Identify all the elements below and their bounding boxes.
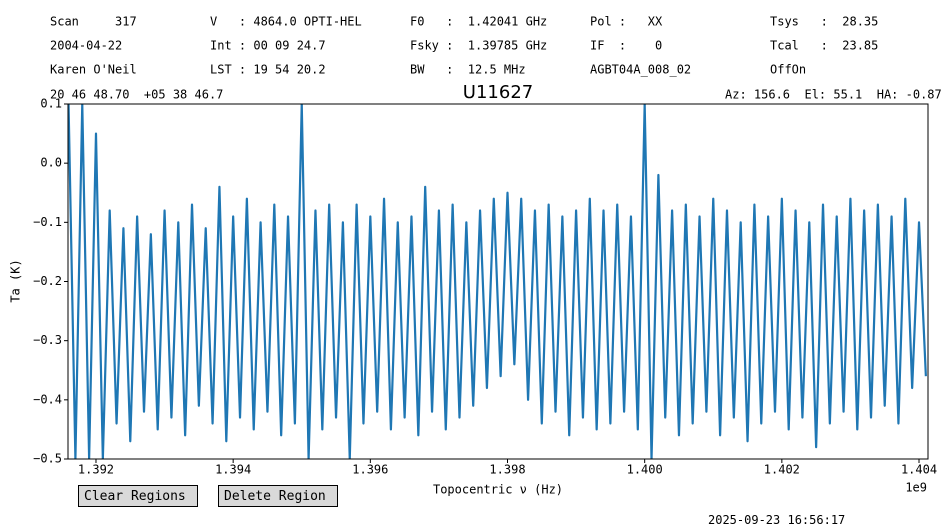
header-field: F0 : 1.42041 GHz	[410, 15, 547, 29]
x-offset-label: 1e9	[905, 481, 927, 495]
header-field: Tcal : 23.85	[770, 39, 878, 53]
header-field: Pol : XX	[590, 15, 663, 29]
clear-regions-button[interactable]: Clear Regions	[78, 485, 198, 507]
x-tick-label: 1.396	[352, 463, 388, 477]
header-field: V : 4864.0 OPTI-HEL	[210, 15, 362, 29]
header-field: Karen O'Neil	[50, 63, 137, 77]
header-field: Scan 317	[50, 15, 137, 29]
x-tick-label: 1.400	[627, 463, 663, 477]
y-axis-label: Ta (K)	[9, 259, 23, 302]
y-tick-label: 0.0	[40, 156, 62, 170]
y-tick-label: 0.1	[40, 97, 62, 111]
header-field: Fsky : 1.39785 GHz	[410, 39, 547, 53]
delete-region-button[interactable]: Delete Region	[218, 485, 338, 507]
header-field: LST : 19 54 20.2	[210, 63, 326, 77]
header-field: Tsys : 28.35	[770, 15, 878, 29]
x-axis-label: Topocentric ν (Hz)	[433, 483, 563, 497]
chart-title: U11627	[463, 82, 533, 103]
x-tick-label: 1.394	[215, 463, 251, 477]
spectrum-line	[68, 104, 927, 459]
y-tick-label: −0.4	[33, 392, 62, 406]
y-tick-label: −0.2	[33, 274, 62, 288]
header-field: Int : 00 09 24.7	[210, 39, 326, 53]
header-field: OffOn	[770, 63, 806, 77]
x-tick-label: 1.404	[901, 463, 937, 477]
header-field: IF : 0	[590, 39, 662, 53]
y-tick-label: −0.1	[33, 215, 62, 229]
timestamp: 2025-09-23 16:56:17	[708, 513, 846, 527]
header-field: AGBT04A_008_02	[590, 63, 691, 77]
x-tick-label: 1.398	[489, 463, 525, 477]
x-tick-label: 1.392	[78, 463, 114, 477]
pointing: Az: 156.6 El: 55.1 HA: -0.87	[725, 88, 942, 102]
y-tick-label: −0.5	[33, 452, 62, 466]
header-field: BW : 12.5 MHz	[410, 63, 526, 77]
y-tick-label: −0.3	[33, 333, 62, 347]
x-tick-label: 1.402	[764, 463, 800, 477]
coordinates: 20 46 48.70 +05 38 46.7	[50, 88, 223, 102]
header-field: 2004-04-22	[50, 39, 122, 53]
